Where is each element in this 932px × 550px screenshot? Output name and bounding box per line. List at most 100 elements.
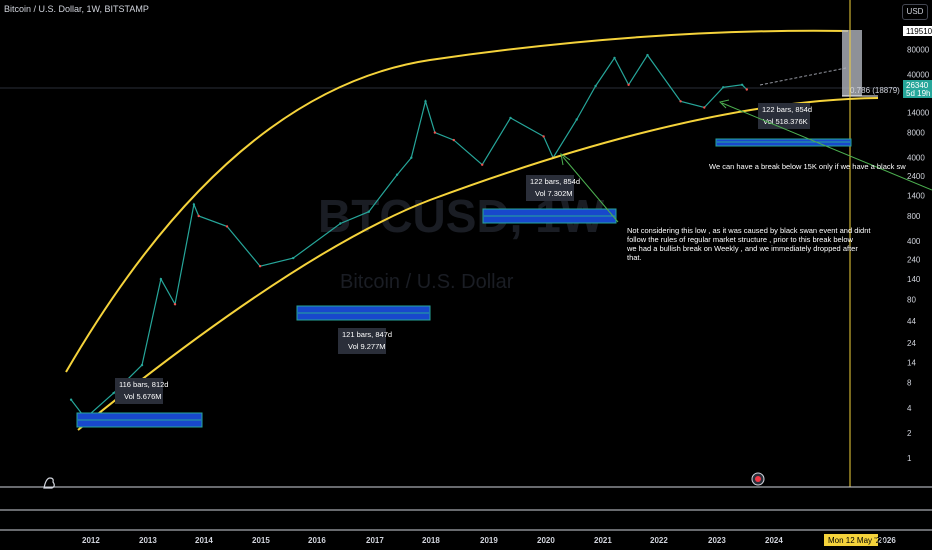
year-tick-label: 2013 [139,536,157,545]
upper-marker-tag [903,26,932,36]
price-tick-label: 14 [907,359,916,368]
crosshair-date: Mon 12 May '25 [828,536,885,545]
earnings-event-icon[interactable] [751,472,765,486]
price-point [542,135,545,138]
range-box-4-vol: Vol 518.376K [763,117,808,126]
black-swan-note-line-4: that. [627,253,642,262]
range-box-2-label-bg [338,328,386,354]
upper-arc[interactable] [65,29,849,373]
price-point [225,225,229,228]
range-box-3-label-bg [526,175,574,201]
time-axis[interactable]: 2012 2013 2014 2015 2016 2017 2018 2019 2020 2021… [82,536,896,545]
price-tick-label: 4 [907,404,912,413]
price-point [112,391,115,395]
black-swan-note[interactable]: Not considering this low , as it was cau… [626,226,871,262]
price-point [575,118,578,121]
range-box-1-label-bg [115,378,163,404]
price-point [433,131,437,134]
range-box-3[interactable]: 122 bars, 854d Vol 7.302M [482,175,617,224]
price-point [367,210,370,213]
price-tick-label: 1 [907,454,912,463]
price-point [594,84,597,88]
current-price-value: 26340 [906,81,929,90]
price-point [481,163,484,166]
range-box-1[interactable]: 116 bars, 812d Vol 5.676M [76,378,203,428]
price-point [740,83,744,87]
projection-line [759,67,847,86]
price-point [646,53,649,57]
price-tick-label: 44 [907,317,916,326]
price-point [197,214,200,218]
price-tick-label: 2400 [907,172,925,181]
price-point [395,173,399,176]
price-point [703,106,706,109]
price-tick-label: 1400 [907,192,925,201]
black-swan-note-line-3: we had a bullish break on Weekly , and w… [626,244,858,253]
arrow-black-swan[interactable] [560,152,619,223]
price-point [627,83,630,87]
range-box-4-label-bg [758,103,810,129]
price-point [410,156,413,159]
lower-arc[interactable] [77,97,879,431]
price-tick-label: 8000 [907,129,925,138]
price-point [159,277,163,281]
price-point [292,256,295,260]
range-box-2[interactable]: 121 bars, 847d Vol 9.277M [296,305,431,354]
year-tick-label: 2012 [82,536,100,545]
black-swan-note-line-1: Not considering this low , as it was cau… [627,226,871,235]
price-tick-label: 2 [907,429,912,438]
price-point [722,86,725,89]
price-tick-label: 4000 [907,154,925,163]
price-tick-label: 80 [907,295,916,304]
year-tick-label: 2016 [308,536,326,545]
price-tick-label: 14000 [907,108,930,117]
price-point [679,100,682,103]
price-point [339,222,342,225]
price-tick-label: 40000 [907,70,930,79]
fib-label: 0.786 (18879) [850,86,900,95]
current-price-tag [903,80,932,98]
price-point [745,88,748,91]
year-tick-label: 2024 [765,536,783,545]
price-tick-label: 240 [907,256,921,265]
currency-button[interactable]: USD [902,4,928,20]
symbol-title[interactable]: Bitcoin / U.S. Dollar, 1W, BITSTAMP [4,4,149,14]
range-box-1-bars: 116 bars, 812d [119,380,168,389]
range-box-3-vol: Vol 7.302M [535,189,573,198]
range-box-4[interactable]: 122 bars, 854d Vol 518.376K [715,103,852,147]
price-point [258,265,262,268]
fib-box[interactable] [842,30,862,96]
year-tick-label: 2021 [594,536,612,545]
black-swan-note-line-2: follow the rules of regular market struc… [627,235,854,244]
year-tick-label: 2014 [195,536,213,545]
price-line [70,54,748,420]
arrow-break-below[interactable] [719,99,932,191]
price-point [140,363,144,367]
year-tick-label: 2017 [366,536,384,545]
price-series [69,53,748,420]
year-tick-label: 2026 [878,536,896,545]
price-point [452,138,455,142]
crosshair-date-tag [824,534,878,546]
watermark-name: Bitcoin / U.S. Dollar [340,271,514,293]
price-tick-label: 8 [907,379,912,388]
upper-marker-value: 119510 [906,27,932,36]
break-below-note[interactable]: We can have a break below 15K only if we… [709,162,906,171]
range-box-2-bars: 121 bars, 847d [342,330,392,339]
year-tick-label: 2023 [708,536,726,545]
price-tick-label: 800 [907,212,921,221]
year-tick-label: 2018 [422,536,440,545]
tradingview-logo-icon[interactable] [43,477,55,489]
price-tick-label: 80000 [907,45,930,54]
range-box-3-bars: 122 bars, 854d [530,177,580,186]
range-box-1-vol: Vol 5.676M [124,392,162,401]
price-point [192,203,196,206]
year-tick-label: 2019 [480,536,498,545]
price-point [173,303,177,306]
price-point [69,398,73,401]
price-tick-label: 140 [907,275,921,284]
price-point [424,100,427,103]
price-point [509,116,512,120]
range-box-2-vol: Vol 9.277M [348,342,386,351]
